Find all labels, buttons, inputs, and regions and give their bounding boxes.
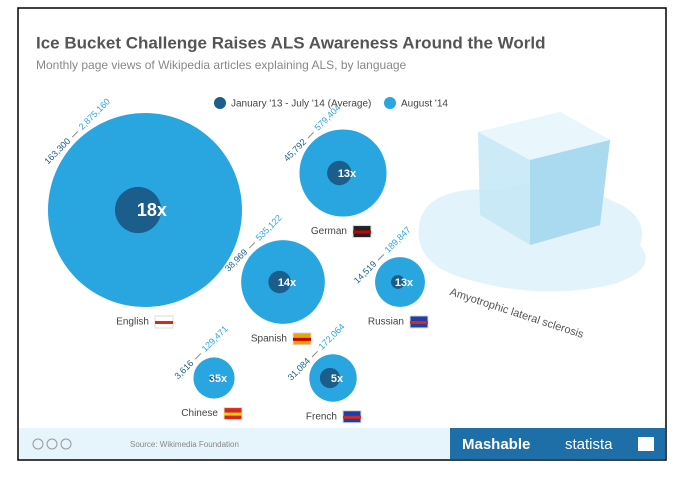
brand: statista — [565, 436, 613, 453]
ratio-label: 13x — [395, 277, 414, 289]
category-label: French — [306, 411, 337, 422]
flag-stripe — [410, 321, 428, 324]
flag-stripe — [224, 413, 242, 416]
category-label: Spanish — [251, 333, 287, 344]
chart-subtitle: Monthly page views of Wikipedia articles… — [36, 58, 407, 72]
ratio-label: 13x — [338, 168, 357, 180]
flag-stripe — [343, 416, 361, 419]
chart-title: Ice Bucket Challenge Raises ALS Awarenes… — [36, 33, 546, 52]
infographic: Ice Bucket Challenge Raises ALS Awarenes… — [0, 0, 673, 480]
brand: Mashable — [462, 436, 530, 453]
source: Source: Wikimedia Foundation — [130, 440, 239, 449]
legend-marker — [384, 97, 396, 109]
ratio-label: 5x — [331, 373, 344, 385]
ratio-label: 14x — [278, 277, 297, 289]
legend-label: January '13 - July '14 (Average) — [231, 99, 371, 110]
legend-marker — [214, 97, 226, 109]
category-label: English — [116, 317, 149, 328]
category-label: German — [311, 226, 347, 237]
legend-label: August '14 — [401, 99, 448, 110]
flag-stripe — [155, 321, 173, 324]
category-label: Russian — [368, 317, 404, 328]
ratio-label: 35x — [209, 373, 228, 385]
flag-stripe — [353, 231, 371, 234]
flag-stripe — [293, 338, 311, 341]
category-label: Chinese — [181, 408, 218, 419]
ratio-label: 18x — [137, 200, 167, 220]
